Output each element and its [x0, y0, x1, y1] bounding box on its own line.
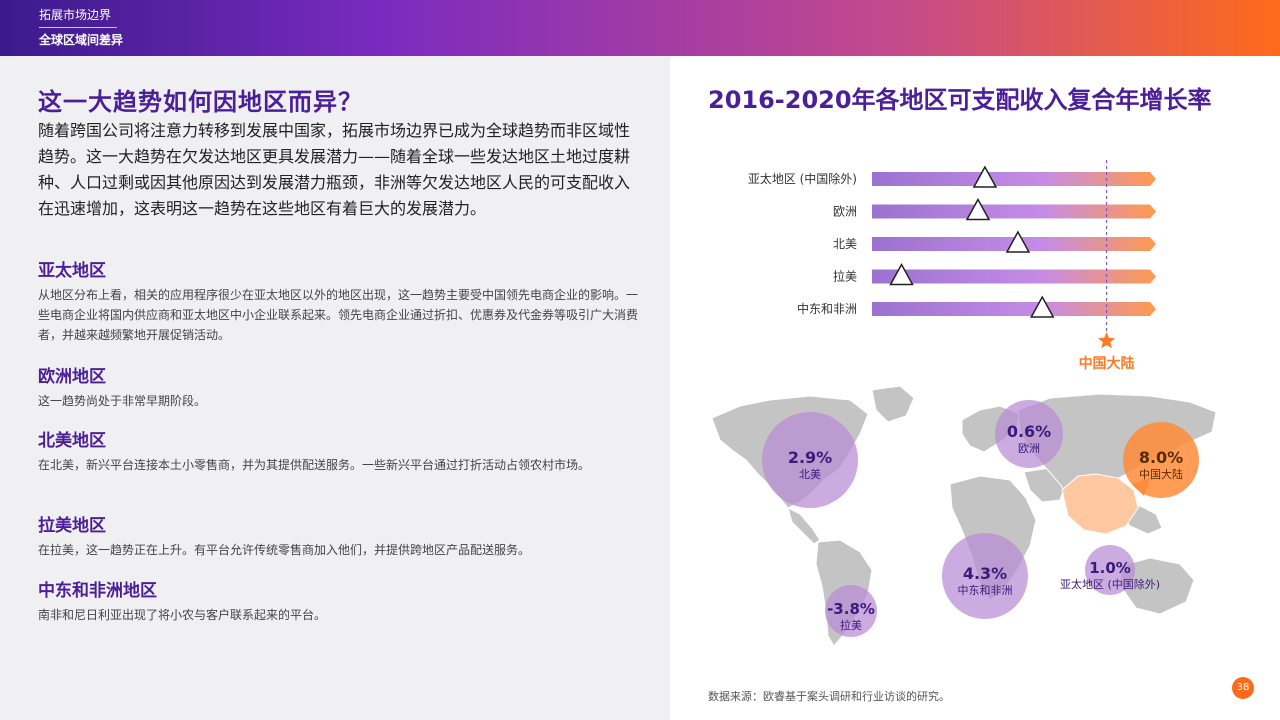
reference-star-icon [1098, 332, 1116, 349]
category-label: 中东和非洲 [797, 301, 857, 316]
bar-track [872, 302, 1156, 316]
category-label: 北美 [833, 237, 857, 251]
central-america-shape [787, 507, 821, 545]
region-bubble [762, 412, 858, 508]
section-heading: 拉美地区 [38, 516, 106, 536]
region-name-label: 中国大陆 [1139, 467, 1183, 481]
page-title: 这一大趋势如何因地区而异？ [38, 88, 363, 116]
region-value-label: 0.6% [1007, 422, 1051, 441]
page-number-badge: 38 [1232, 677, 1254, 699]
section-body: 在北美，新兴平台连接本土小零售商，并为其提供配送服务。一些新兴平台通过打折活动占… [38, 458, 591, 472]
region-value-label: -3.8% [827, 600, 875, 618]
china-shape [1061, 473, 1139, 535]
region-bubble [1085, 545, 1135, 595]
header-divider [39, 27, 117, 28]
value-marker [1030, 295, 1055, 318]
value-marker [972, 165, 998, 188]
category-label: 拉美 [833, 269, 857, 284]
section-body: 在拉美，这一趋势正在上升。有平台允许传统零售商加入他们，并提供跨地区产品配送服务… [38, 543, 531, 557]
section-north-america: 北美地区 在北美，新兴平台连接本土小零售商，并为其提供配送服务。一些新兴平台通过… [38, 426, 648, 475]
region-name-label: 中东和非洲 [958, 584, 1013, 597]
section-heading: 亚太地区 [38, 261, 106, 281]
category-label: 亚太地区 (中国除外) [748, 171, 857, 186]
section-heading: 中东和非洲地区 [38, 581, 157, 601]
greenland-shape [871, 385, 915, 423]
region-name-label: 北美 [799, 468, 821, 481]
value-marker [1005, 230, 1031, 253]
region-bubble [995, 400, 1063, 468]
australia-shape [1119, 557, 1195, 615]
region-value-label: 1.0% [1089, 559, 1131, 577]
section-apac: 亚太地区 从地区分布上看，相关的应用程序很少在亚太地区以外的地区出现，这一趋势主… [38, 256, 648, 345]
region-name-label: 欧洲 [1018, 442, 1040, 455]
section-heading: 北美地区 [38, 431, 106, 451]
section-europe: 欧洲地区 这一趋势尚处于非常早期阶段。 [38, 362, 648, 411]
value-marker [965, 197, 991, 221]
bar-track [872, 172, 1156, 186]
section-mea: 中东和非洲地区 南非和尼日利亚出现了将小农与客户联系起来的平台。 [38, 576, 648, 625]
category-label: 欧洲 [833, 205, 857, 219]
section-body: 南非和尼日利亚出现了将小农与客户联系起来的平台。 [38, 608, 327, 622]
region-value-label: 2.9% [788, 448, 832, 467]
section-body: 从地区分布上看，相关的应用程序很少在亚太地区以外的地区出现，这一趋势主要受中国领… [38, 288, 639, 342]
intro-paragraph: 随着跨国公司将注意力转移到发展中国家，拓展市场边界已成为全球趋势而非区域性趋势。… [38, 121, 631, 218]
region-name-label: 亚太地区 (中国除外) [1060, 577, 1160, 591]
region-name-label: 拉美 [840, 618, 862, 632]
value-marker [889, 262, 914, 286]
section-latin-america: 拉美地区 在拉美，这一趋势正在上升。有平台允许传统零售商加入他们，并提供跨地区产… [38, 511, 648, 560]
region-value-label: 8.0% [1139, 448, 1183, 467]
region-bubble [825, 585, 877, 637]
section-heading: 欧洲地区 [38, 367, 106, 387]
left-panel: 这一大趋势如何因地区而异？ 随着跨国公司将注意力转移到发展中国家，拓展市场边界已… [0, 56, 670, 720]
header-section-label: 拓展市场边界 [39, 8, 112, 22]
region-bubble [942, 533, 1028, 619]
region-value-label: 4.3% [963, 564, 1007, 583]
bar-track [872, 204, 1156, 219]
chart-title: 2016-2020年各地区可支配收入复合年增长率 [708, 86, 1212, 114]
header-bar: 拓展市场边界 全球区域间差异 [0, 0, 1280, 56]
section-body: 这一趋势尚处于非常早期阶段。 [38, 394, 207, 408]
reference-label: 中国大陆 [1079, 355, 1135, 372]
bar-track [872, 269, 1156, 284]
data-source-note: 数据来源：欧睿基于案头调研和行业访谈的研究。 [708, 690, 950, 703]
header-subsection-label: 全球区域间差异 [39, 33, 124, 47]
world-map: 2.9%北美 0.6%欧洲 8.0%中国大陆 4.3%中东和非洲 1.0%亚太地区 (中… [711, 385, 1217, 647]
region-bubble [1123, 422, 1199, 498]
